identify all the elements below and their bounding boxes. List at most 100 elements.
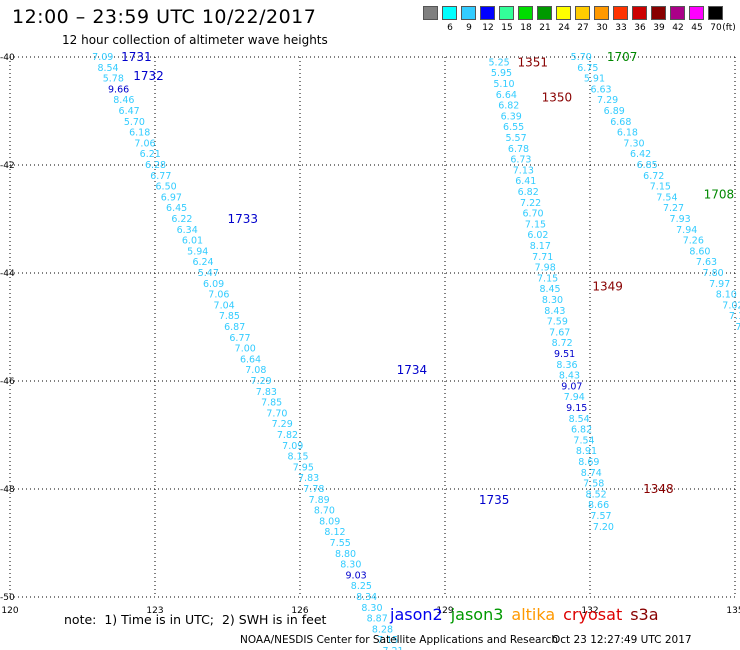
satellite-legend: jason2 jason3 altika cryosat s3a [390, 605, 667, 624]
wave-height-value: 8.30 [361, 603, 382, 614]
legend-jason2: jason2 [390, 605, 443, 624]
color-swatch [708, 6, 723, 20]
wave-height-value: 6.78 [508, 144, 529, 155]
wave-height-value: 7.13 [513, 165, 534, 176]
color-swatch [423, 6, 438, 20]
wave-height-value: 7.29 [272, 419, 293, 430]
wave-height-value: 7.85 [219, 311, 240, 322]
wave-height-value: 7.55 [330, 538, 351, 549]
wave-height-value: 8.72 [552, 338, 573, 349]
wave-height-value: 7.95 [293, 462, 314, 473]
wave-height-value: 8.30 [542, 295, 563, 306]
color-swatch [556, 6, 571, 20]
latitude-label: -42 [0, 161, 15, 171]
footer-credit: NOAA/NESDIS Center for Satellite Applica… [240, 634, 558, 646]
wave-height-value: 6.45 [166, 203, 187, 214]
wave-height-value: 7.78 [303, 484, 324, 495]
wave-height-value: 7.58 [583, 479, 604, 490]
longitude-label: 129 [436, 606, 453, 616]
wave-height-value: 7.00 [235, 344, 256, 355]
wave-height-value: 7.27 [663, 203, 684, 214]
wave-height-value: 8.30 [340, 560, 361, 571]
wave-height-value: 5.94 [187, 246, 208, 257]
wave-height-value: 7.94 [564, 392, 585, 403]
latitude-label: -48 [0, 485, 15, 495]
color-scale-label: 33 [615, 23, 627, 33]
color-scale-label: 39 [653, 23, 665, 33]
wave-height-value: 6.18 [129, 128, 150, 139]
wave-height-value: 7.09 [282, 441, 303, 452]
wave-height-value: 6.64 [496, 90, 517, 101]
satellite-tracks: 7.098.545.789.668.466.475.706.187.066.21… [92, 52, 740, 650]
pass-time-label: 1734 [397, 363, 428, 377]
wave-height-value: 8.43 [544, 306, 565, 317]
longitude-label: 123 [146, 606, 163, 616]
pass-time-label: 1731 [121, 50, 152, 64]
wave-height-value: 8.34 [356, 592, 377, 603]
pass-time-label: 1349 [592, 280, 623, 294]
latitude-label: -46 [0, 377, 15, 387]
wave-height-value: 7.21 [382, 646, 403, 650]
wave-height-value: 8.52 [586, 489, 607, 500]
wave-height-value: 8.60 [689, 246, 710, 257]
wave-height-value: 7.70 [266, 408, 287, 419]
wave-height-value: 7.22 [520, 198, 541, 209]
wave-height-value: 7.98 [535, 263, 556, 274]
wave-height-value: 8.80 [335, 549, 356, 560]
wave-height-value: 7.71 [532, 252, 553, 263]
wave-height-value: 9.66 [108, 84, 129, 95]
wave-height-value: 6.70 [522, 209, 543, 220]
wave-height-value: 6.22 [171, 214, 192, 225]
pass-time-label: 1732 [133, 69, 164, 83]
wave-height-value: 6.87 [224, 322, 245, 333]
footer-timestamp: Oct 23 12:27:49 UTC 2017 [552, 634, 692, 646]
latitude-label: -50 [0, 593, 15, 603]
wave-height-value: 7.89 [309, 495, 330, 506]
wave-height-value: 7.06 [134, 138, 155, 149]
wave-height-value: 8.54 [97, 63, 118, 74]
wave-height-value: 6.82 [571, 425, 592, 436]
color-scale-label: 9 [466, 23, 472, 33]
color-swatch [613, 6, 628, 20]
wave-height-value: 8.87 [367, 614, 388, 625]
latitude-label: -40 [0, 53, 15, 63]
longitude-label: 132 [581, 606, 598, 616]
color-scale-unit: (ft) [722, 23, 736, 33]
wave-height-value: 7.59 [547, 317, 568, 328]
wave-height-value: 7.29 [251, 376, 272, 387]
color-swatch [461, 6, 476, 20]
wave-height-value: 5.70 [124, 117, 145, 128]
wave-height-value: 7.97 [709, 279, 730, 290]
wave-height-value: 5.10 [493, 79, 514, 90]
wave-height-value: 7.20 [593, 522, 614, 533]
wave-height-value: 6.85 [637, 160, 658, 171]
wave-height-value: 6.63 [590, 84, 611, 95]
wave-height-value: 5.78 [103, 74, 124, 85]
pass-time-label: 1708 [704, 188, 735, 202]
wave-height-value: 6.28 [145, 160, 166, 171]
pass-time-label: 1707 [607, 50, 638, 64]
wave-height-value: 7.80 [703, 268, 724, 279]
wave-height-value: 6.24 [192, 257, 213, 268]
color-scale-label: 21 [539, 23, 551, 33]
wave-height-value: 7.26 [683, 236, 704, 247]
wave-height-value: 5.25 [489, 57, 510, 68]
wave-height-value: 7.67 [549, 327, 570, 338]
wave-height-value: 9.51 [554, 349, 575, 360]
wave-height-value: 5.70 [571, 52, 592, 63]
color-swatch [689, 6, 704, 20]
map-axes: -40 -42 -44 -46 -48 -50 120 123 126 129 132 135 [0, 53, 740, 616]
wave-height-value: 9.15 [566, 403, 587, 414]
wave-height-value: 7.82 [277, 430, 298, 441]
color-swatch [499, 6, 514, 20]
wave-height-value: 8.36 [556, 360, 577, 371]
latitude-label: -44 [0, 269, 15, 279]
footer-note: note: 1) Time is in UTC; 2) SWH is in fe… [64, 612, 327, 627]
wave-height-value: 5.95 [491, 68, 512, 79]
wave-height-value: 6.72 [643, 171, 664, 182]
color-swatch [442, 6, 457, 20]
wave-height-value: 8.91 [576, 446, 597, 457]
pass-time-label: 1350 [542, 91, 573, 105]
color-swatch [518, 6, 533, 20]
